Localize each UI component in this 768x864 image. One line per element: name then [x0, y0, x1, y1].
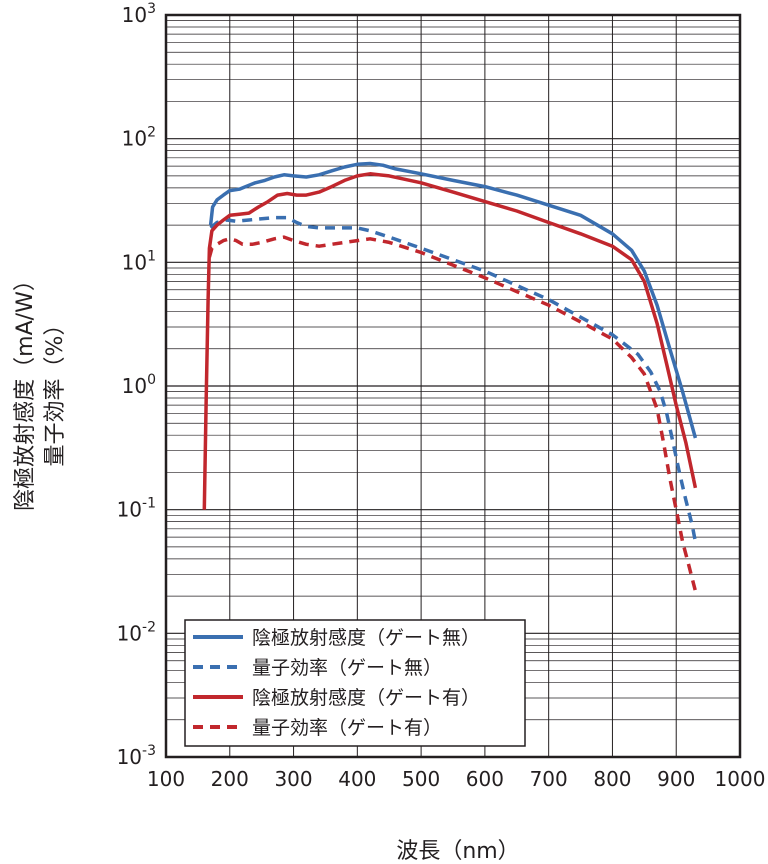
y-tick-label: 102	[122, 125, 156, 151]
x-tick-label: 600	[466, 767, 504, 791]
legend-entry-2: 陰極放射感度（ゲート有）	[252, 687, 480, 709]
y-axis-title: 陰極放射感度（mA/W）	[13, 269, 38, 511]
series-line-1	[209, 215, 698, 543]
series-line-2	[202, 172, 698, 510]
y-tick-label: 101	[122, 248, 156, 274]
x-tick-label: 800	[593, 767, 631, 791]
x-axis-title: 波長（nm）	[396, 839, 519, 864]
x-tick-label: 100	[147, 767, 185, 791]
y-tick-label: 103	[122, 1, 156, 27]
x-tick-label: 700	[530, 767, 568, 791]
y-tick-labels: 103 102 101 100 10-1 10-2 10-3	[117, 1, 156, 769]
y-tick-label: 10-1	[117, 496, 156, 522]
x-tick-label: 300	[274, 767, 312, 791]
series-line-0	[208, 161, 698, 439]
legend-entry-0: 陰極放射感度（ゲート無）	[252, 627, 480, 649]
x-tick-label: 1000	[715, 767, 766, 791]
x-tick-label: 500	[402, 767, 440, 791]
plot-frame	[164, 13, 742, 759]
y-tick-label: 100	[122, 372, 156, 398]
legend-box	[184, 619, 526, 747]
x-tick-label: 400	[338, 767, 376, 791]
y-axis-title-2: 量子効率（%）	[43, 314, 68, 467]
series-layer	[202, 161, 698, 592]
legend-entry-1: 量子効率（ゲート無）	[252, 657, 442, 679]
y-tick-label: 10-2	[117, 619, 156, 645]
legend-entry-3: 量子効率（ゲート有）	[252, 717, 442, 739]
x-tick-label: 900	[657, 767, 695, 791]
x-tick-labels: 100 200 300 400 500 600 700 800 900 1000	[147, 767, 766, 791]
legend: 陰極放射感度（ゲート無） 量子効率（ゲート無） 陰極放射感度（ゲート有） 量子効…	[184, 619, 526, 747]
series-line-3	[207, 235, 698, 592]
y-tick-label: 10-3	[117, 743, 156, 769]
x-tick-label: 200	[211, 767, 249, 791]
